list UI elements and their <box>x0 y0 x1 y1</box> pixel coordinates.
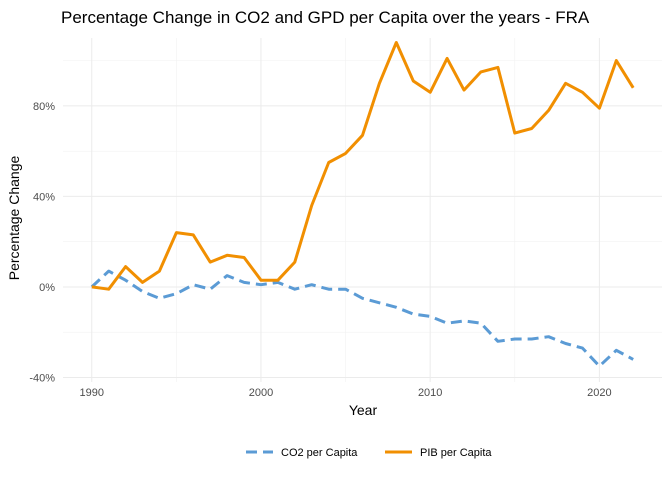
grid <box>63 38 662 382</box>
y-axis-title: Percentage Change <box>6 156 22 281</box>
chart-title: Percentage Change in CO2 and GPD per Cap… <box>61 8 590 27</box>
series-layer <box>90 41 635 368</box>
plot-area <box>63 38 662 382</box>
y-tick-label: 0% <box>39 282 55 294</box>
x-axis-title: Year <box>349 402 378 418</box>
y-tick-label: -40% <box>29 372 55 384</box>
series-line-pib-per-capita <box>91 41 635 291</box>
series-line-co2-per-capita <box>90 269 634 368</box>
legend-label: CO2 per Capita <box>281 447 358 459</box>
x-axis-ticks: 1990 2000 2010 2020 <box>80 387 612 399</box>
y-axis-ticks: -40% 0% 40% 80% <box>29 101 55 385</box>
x-tick-label: 2020 <box>587 387 611 399</box>
x-tick-label: 2010 <box>418 387 442 399</box>
x-tick-label: 2000 <box>249 387 273 399</box>
x-tick-label: 1990 <box>80 387 104 399</box>
legend-label: PIB per Capita <box>420 447 492 459</box>
y-tick-label: 40% <box>33 191 55 203</box>
legend: CO2 per Capita PIB per Capita <box>246 447 492 459</box>
y-tick-label: 80% <box>33 101 55 113</box>
